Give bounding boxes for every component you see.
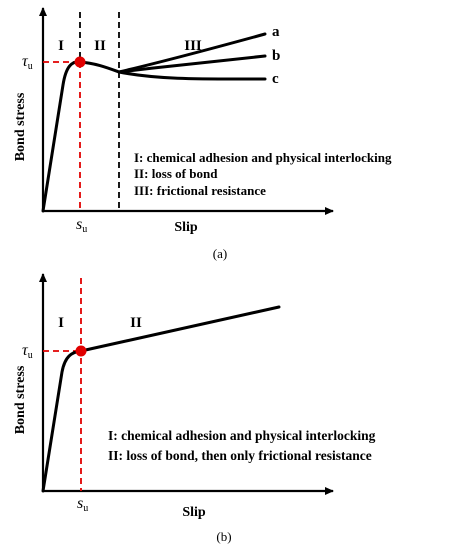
panel-a: I II III a b c τu su Bond stress Slip I:… [13,7,392,261]
panel-a-region-2-label: II [94,38,106,54]
panel-a-peak-marker [74,56,86,68]
panel-a-caption: (a) [213,246,227,261]
panel-a-curve-c [117,70,267,81]
panel-b: I II τu su Bond stress Slip I: chemical … [13,273,376,544]
panel-b-region-1-label: I [58,315,64,331]
panel-b-tau-u-label: τu [22,342,33,361]
panel-a-curve-a [117,32,267,74]
panel-a-y-axis-label: Bond stress [13,92,28,161]
panel-b-s-u-label: su [77,495,88,514]
panel-a-region-3-label: III [184,38,202,54]
panel-a-legend-2: II: loss of bond [134,166,218,181]
panel-a-legend-1: I: chemical adhesion and physical interl… [134,150,392,165]
panel-a-curve-c-label: c [272,71,279,87]
panel-a-region-1-label: I [58,38,64,54]
panel-b-peak-marker [75,345,87,357]
panel-a-legend-3: III: frictional resistance [134,183,266,198]
panel-b-legend-1: I: chemical adhesion and physical interl… [108,428,376,443]
panel-b-y-axis-label: Bond stress [13,365,28,434]
panel-a-x-axis-label: Slip [174,220,198,235]
panel-b-region-2-label: II [130,315,142,331]
panel-b-bond-slip-curve [41,305,281,493]
panel-b-legend-2: II: loss of bond, then only frictional r… [108,448,372,463]
panel-a-curve-b [117,54,267,74]
panel-a-curve-a-label: a [272,24,280,40]
panel-a-tau-u-label: τu [22,53,33,72]
panel-b-caption: (b) [216,529,231,544]
panel-a-s-u-label: su [76,216,87,235]
panel-b-x-axis-label: Slip [182,505,206,520]
panel-a-curve-b-label: b [272,48,280,64]
panel-a-ascending-curve [41,60,121,213]
